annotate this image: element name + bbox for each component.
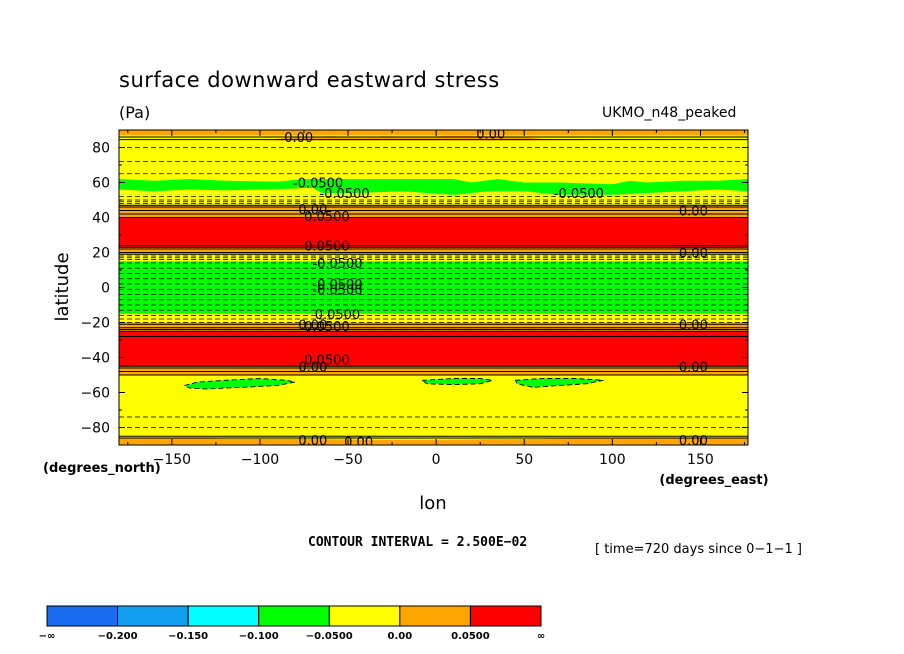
colorbar-label: −∞ [39, 631, 56, 642]
contour-label: 0.0500 [315, 308, 361, 323]
colorbar-swatch [469, 605, 542, 627]
contour-label: 0.0500 [304, 320, 350, 335]
contour-label: 0.00 [679, 205, 708, 220]
y-tick-label: 80 [92, 141, 110, 157]
colorbar-label: −0.150 [168, 631, 208, 642]
contour-label: -0.0500 [312, 278, 362, 293]
x-units-label: (degrees_east) [659, 473, 768, 488]
y-tick-label: −80 [80, 421, 110, 437]
band [119, 322, 748, 332]
contour-label: 0.00 [284, 131, 313, 146]
y-tick-label: 20 [92, 246, 110, 262]
colorbar-label: −0.200 [98, 631, 138, 642]
x-tick-label: −150 [153, 452, 191, 468]
contour-label: 0.00 [679, 318, 708, 333]
contour-label: 0.00 [298, 318, 327, 333]
contour-fill-patch [422, 378, 493, 385]
colorbar-label: 0.0500 [451, 631, 490, 642]
band [119, 261, 748, 314]
colorbar-swatch [328, 605, 401, 627]
colorbar-label: ∞ [537, 631, 545, 642]
contour-fill-patch [119, 173, 748, 185]
band [119, 366, 748, 375]
y-tick-label: 0 [101, 281, 110, 297]
band [119, 140, 748, 179]
contour-fill-patch [515, 378, 604, 388]
band [119, 247, 748, 255]
contour-label: -0.0500 [312, 283, 362, 298]
contour-label: 0.00 [679, 360, 708, 375]
x-tick-label: 150 [687, 452, 714, 468]
units-label: (Pa) [119, 103, 151, 122]
contour-label: -0.0500 [293, 177, 343, 192]
x-tick-label: 100 [599, 452, 626, 468]
contour-label: 0.00 [298, 360, 327, 375]
contour-label: 0.0500 [304, 240, 350, 255]
colorbar-swatch [399, 605, 471, 627]
contour-label: 0.0500 [304, 353, 350, 368]
contour-line-dashed [182, 378, 296, 390]
contour-label: 0.00 [298, 434, 327, 449]
band [119, 130, 748, 141]
x-tick-label: 0 [432, 452, 441, 468]
colorbar: −∞ −0.200 −0.150 −0.100 −0.0500 0.00 0.0500 ∞ [39, 605, 545, 642]
contour-label: 0.00 [679, 247, 708, 262]
y-tick-label: 60 [92, 176, 110, 192]
contour-label: -0.0500 [554, 187, 604, 202]
contour-line-dashed [514, 378, 604, 388]
y-units-label: (degrees_north) [43, 461, 161, 476]
band [119, 331, 748, 367]
contour-label: 0.00 [344, 436, 373, 451]
contour-label: 0.0500 [304, 210, 350, 225]
y-tick-label: −20 [80, 316, 110, 332]
contour-interval-label: CONTOUR INTERVAL = 2.500E−02 [308, 535, 528, 550]
band [119, 217, 748, 248]
band [119, 313, 748, 323]
y-tick-label: −60 [80, 386, 110, 402]
colorbar-label: −0.0500 [306, 631, 353, 642]
colorbar-swatch [117, 605, 189, 627]
colorbar-swatch [258, 605, 330, 627]
chart-title: surface downward eastward stress [119, 68, 500, 92]
x-tick-label: 50 [515, 452, 533, 468]
contour-label: 0.00 [298, 203, 327, 218]
y-axis-label: latitude [52, 252, 73, 321]
contour-line-dashed [420, 378, 493, 386]
y-tick-label: −40 [80, 351, 110, 367]
x-tick-label: −50 [333, 452, 363, 468]
contour-fill-patch [119, 187, 748, 195]
x-axis-label: lon [419, 493, 446, 514]
contour-label: -0.0500 [319, 187, 369, 202]
contour-label: 0.00 [476, 128, 505, 143]
colorbar-label: 0.00 [388, 631, 413, 642]
contour-label: 0.00 [679, 434, 708, 449]
axes-layer: −150 −100 −50 0 50 100 150 80 60 40 20 0 −20 −40 −60 −8… [43, 129, 769, 514]
colorbar-swatch [187, 605, 260, 627]
contour-label: -0.0500 [312, 257, 362, 272]
band [119, 438, 748, 445]
x-tick-label: −100 [241, 452, 279, 468]
contour-lines-layer [119, 136, 748, 439]
model-label: UKMO_n48_peaked [602, 105, 737, 121]
colorbar-swatch [46, 605, 119, 627]
contour-fill-patch [330, 130, 507, 135]
y-tick-label: 40 [92, 211, 110, 227]
colorbar-label: −0.100 [239, 631, 279, 642]
time-label: [ time=720 days since 0−1−1 ] [595, 542, 802, 557]
